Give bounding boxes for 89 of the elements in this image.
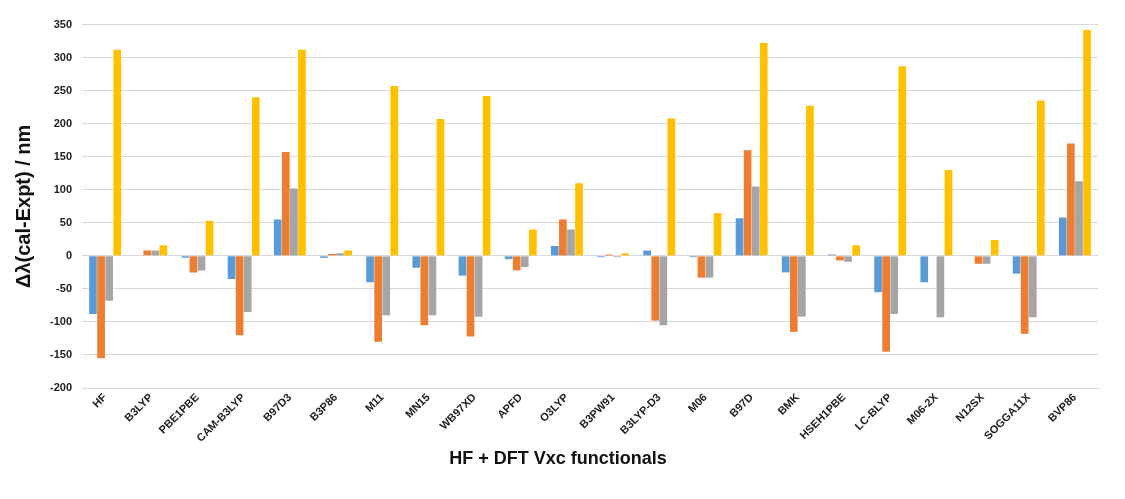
bar [1083, 29, 1091, 256]
bar [651, 256, 660, 321]
bar [559, 219, 567, 256]
y-tick-label: -150 [49, 348, 73, 360]
y-tick-label: 100 [53, 182, 73, 195]
bar [105, 256, 113, 301]
bar [898, 66, 907, 256]
bar [390, 86, 399, 256]
bar [336, 253, 344, 256]
bar [366, 256, 374, 283]
x-axis-title: HF + DFT Vxc functionals [448, 448, 668, 469]
bar [281, 152, 290, 256]
bar [844, 256, 852, 262]
bar [735, 218, 744, 256]
y-tick-label: -100 [49, 314, 73, 327]
bar [374, 256, 382, 342]
bar [466, 256, 475, 337]
x-tick-label: M11 [362, 390, 386, 414]
y-tick-label: 0 [65, 248, 73, 261]
bar [382, 256, 391, 316]
bar [159, 245, 168, 256]
bar [458, 256, 467, 276]
bar [920, 256, 929, 283]
bar [575, 183, 583, 256]
bar [97, 256, 105, 359]
bar [436, 119, 445, 256]
y-tick-label: 300 [53, 50, 73, 63]
bar [836, 256, 844, 261]
bar [705, 256, 714, 278]
bar [290, 188, 298, 256]
bar [235, 256, 244, 336]
y-tick-label: 150 [53, 149, 73, 162]
bar [759, 43, 768, 256]
bar [550, 245, 559, 256]
bar [874, 256, 882, 293]
bar [520, 256, 529, 268]
bar [798, 256, 806, 317]
bar [621, 253, 630, 256]
bar [89, 256, 97, 314]
bar [1028, 256, 1037, 318]
bar [982, 256, 991, 264]
bar [298, 49, 306, 256]
bar [420, 256, 429, 326]
bar [659, 256, 668, 326]
bar [197, 256, 206, 271]
bar [890, 256, 899, 314]
bar [113, 49, 122, 256]
bar [806, 105, 814, 256]
x-tick-label: HF [89, 390, 109, 410]
bar [697, 256, 706, 278]
y-tick-label: -50 [56, 281, 73, 294]
bar [482, 95, 491, 256]
bar [789, 256, 798, 332]
bar [412, 256, 421, 268]
bar [713, 212, 722, 256]
y-tick-label: 50 [59, 215, 73, 228]
bar [1020, 256, 1029, 334]
bar [251, 97, 260, 256]
y-tick-label: -200 [49, 381, 73, 394]
y-axis-title: Δλ(cal-Expt) / nm [11, 124, 34, 288]
bar [990, 240, 999, 256]
y-tick-label: 200 [53, 116, 73, 129]
bar [667, 118, 676, 256]
bar [512, 256, 521, 271]
bar [1037, 100, 1045, 256]
y-tick-label: 350 [53, 17, 73, 30]
bar [243, 256, 252, 313]
bar [882, 256, 890, 352]
bar [273, 219, 282, 256]
bar [1067, 143, 1075, 256]
bar [1012, 256, 1021, 274]
y-tick-label: 250 [53, 83, 73, 96]
bar [428, 256, 437, 316]
bar [852, 245, 860, 256]
bar [189, 256, 198, 273]
bar [474, 256, 483, 317]
bar [504, 256, 513, 260]
bar [944, 169, 953, 256]
bar [529, 229, 537, 256]
bar [567, 229, 575, 256]
bar [1058, 217, 1067, 256]
bar [227, 256, 236, 279]
bar [936, 256, 945, 318]
bar [751, 186, 760, 256]
bar [1075, 181, 1083, 256]
bar [743, 150, 752, 256]
bar [974, 256, 983, 264]
bar [205, 220, 214, 256]
bar [781, 256, 790, 273]
